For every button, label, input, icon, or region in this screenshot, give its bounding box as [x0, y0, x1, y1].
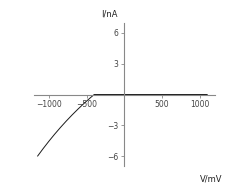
X-axis label: V/mV: V/mV	[199, 175, 221, 184]
Y-axis label: I/nA: I/nA	[101, 9, 118, 18]
